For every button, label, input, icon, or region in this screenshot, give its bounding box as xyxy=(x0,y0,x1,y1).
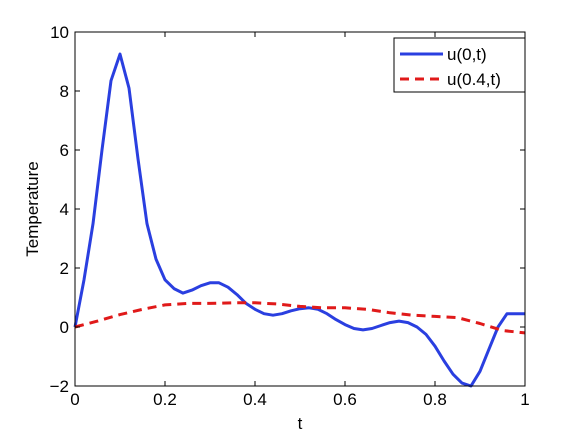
x-tick-label: 0.6 xyxy=(333,390,357,409)
y-tick-label: 2 xyxy=(60,259,69,278)
legend-label-u04: u(0.4,t) xyxy=(447,70,501,89)
x-tick-label: 0 xyxy=(70,390,79,409)
y-tick-label: 8 xyxy=(60,82,69,101)
legend: u(0,t) u(0.4,t) xyxy=(393,37,526,93)
legend-label-u0: u(0,t) xyxy=(447,45,487,64)
y-axis-label: Temperature xyxy=(23,161,42,256)
y-tick-label: 0 xyxy=(60,318,69,337)
x-tick-label: 0.2 xyxy=(153,390,177,409)
series-line-1 xyxy=(74,301,526,335)
y-tick-label: −2 xyxy=(50,377,69,396)
x-tick-label: 0.8 xyxy=(423,390,447,409)
series-line-0 xyxy=(73,52,525,388)
x-axis-label: t xyxy=(298,414,303,433)
x-tick-label: 0.4 xyxy=(243,390,267,409)
y-tick-label: 10 xyxy=(50,23,69,42)
y-tick-label: 6 xyxy=(60,141,69,160)
legend-box xyxy=(393,37,526,93)
series-layer xyxy=(73,52,526,388)
x-tick-label: 1 xyxy=(520,390,529,409)
y-tick-label: 4 xyxy=(60,200,69,219)
